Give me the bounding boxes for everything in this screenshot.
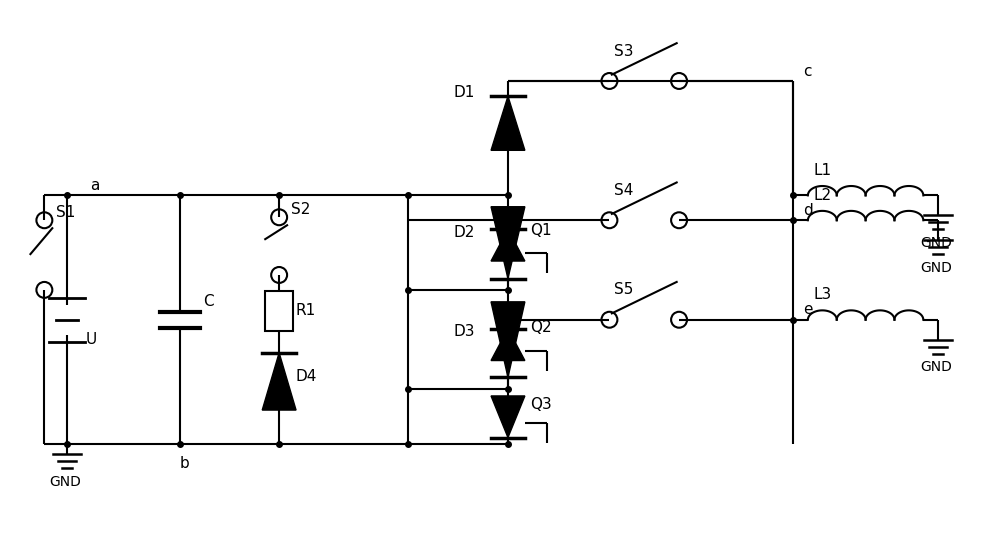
Text: L2: L2 (813, 188, 831, 203)
Text: Q1: Q1 (530, 223, 551, 238)
Text: L3: L3 (813, 287, 832, 302)
Text: S2: S2 (291, 202, 310, 217)
Text: D2: D2 (453, 225, 475, 240)
Text: GND: GND (920, 236, 952, 250)
Text: c: c (803, 63, 812, 79)
Text: GND: GND (49, 475, 81, 489)
Polygon shape (491, 396, 525, 437)
Text: S1: S1 (56, 205, 76, 220)
Bar (265, 291, 293, 331)
Text: a: a (90, 178, 100, 193)
Text: D1: D1 (453, 86, 475, 101)
Text: S5: S5 (614, 282, 634, 298)
Text: e: e (803, 302, 813, 317)
Polygon shape (491, 229, 525, 261)
Text: GND: GND (920, 360, 952, 374)
Text: d: d (803, 203, 813, 218)
Text: GND: GND (920, 261, 952, 275)
Text: C: C (204, 294, 214, 309)
Text: L1: L1 (813, 163, 831, 178)
Text: S3: S3 (614, 44, 634, 59)
Polygon shape (262, 353, 296, 410)
Polygon shape (491, 96, 525, 150)
Text: b: b (180, 456, 189, 471)
Text: U: U (85, 332, 96, 347)
Polygon shape (491, 302, 525, 378)
Text: S4: S4 (614, 183, 634, 198)
Text: D4: D4 (295, 369, 316, 384)
Text: D3: D3 (453, 324, 475, 339)
Polygon shape (491, 207, 525, 279)
Text: R1: R1 (295, 303, 315, 318)
Polygon shape (491, 329, 525, 360)
Text: Q3: Q3 (530, 397, 552, 412)
Text: Q2: Q2 (530, 320, 551, 335)
